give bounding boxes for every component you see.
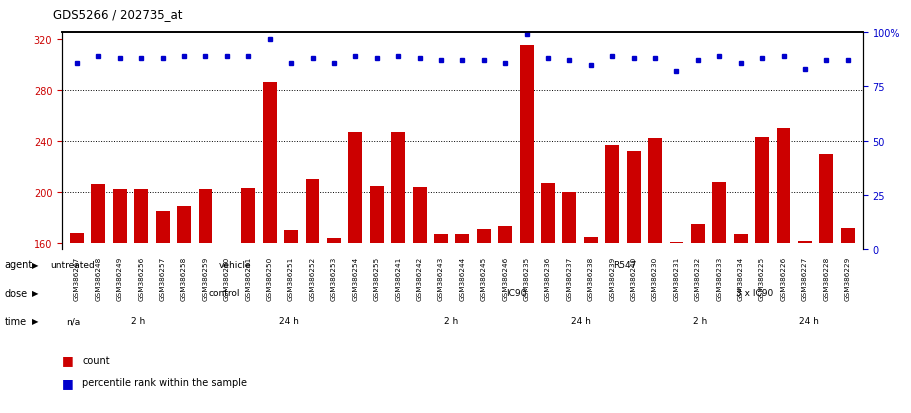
Bar: [455, 235, 469, 244]
Bar: [476, 230, 490, 244]
Bar: [605, 145, 619, 244]
Bar: [113, 190, 127, 244]
Text: ▶: ▶: [32, 288, 38, 297]
Text: dose: dose: [5, 288, 27, 298]
Text: IC90: IC90: [506, 288, 526, 297]
Bar: [348, 133, 362, 244]
Text: 24 h: 24 h: [798, 316, 818, 325]
Text: ▶: ▶: [32, 316, 38, 325]
Bar: [797, 241, 811, 244]
Bar: [327, 238, 341, 244]
Text: n/a: n/a: [66, 316, 80, 325]
Bar: [840, 228, 854, 244]
Bar: [156, 211, 169, 244]
Bar: [540, 183, 555, 244]
Bar: [818, 154, 833, 244]
Bar: [776, 129, 790, 244]
Bar: [241, 189, 255, 244]
Text: untreated: untreated: [50, 260, 95, 269]
Text: R547: R547: [612, 260, 636, 269]
Text: 24 h: 24 h: [279, 316, 299, 325]
Bar: [562, 192, 576, 244]
Text: control: control: [209, 288, 240, 297]
Bar: [134, 190, 148, 244]
Bar: [648, 139, 661, 244]
Bar: [91, 185, 106, 244]
Bar: [754, 138, 768, 244]
Text: count: count: [82, 355, 109, 365]
Bar: [583, 237, 597, 244]
Bar: [369, 186, 384, 244]
Bar: [412, 188, 426, 244]
Bar: [669, 242, 682, 244]
Bar: [497, 227, 512, 244]
Bar: [199, 190, 212, 244]
Text: 2 h: 2 h: [444, 316, 458, 325]
Bar: [262, 83, 276, 244]
Text: GDS5266 / 202735_at: GDS5266 / 202735_at: [53, 8, 182, 21]
Bar: [626, 152, 640, 244]
Bar: [711, 182, 725, 244]
Bar: [733, 235, 747, 244]
Bar: [305, 180, 319, 244]
Bar: [434, 235, 447, 244]
Text: vehicle: vehicle: [219, 260, 251, 269]
Bar: [177, 206, 190, 244]
Text: 24 h: 24 h: [571, 316, 590, 325]
Text: 3 x IC90: 3 x IC90: [735, 288, 773, 297]
Text: 2 h: 2 h: [692, 316, 707, 325]
Bar: [391, 133, 404, 244]
Text: ■: ■: [62, 376, 74, 389]
Bar: [70, 233, 84, 244]
Text: ■: ■: [62, 353, 74, 366]
Text: 2 h: 2 h: [130, 316, 145, 325]
Text: time: time: [5, 316, 26, 326]
Text: agent: agent: [5, 260, 33, 270]
Bar: [519, 46, 533, 244]
Text: percentile rank within the sample: percentile rank within the sample: [82, 377, 247, 387]
Bar: [284, 231, 298, 244]
Bar: [691, 224, 704, 244]
Text: ▶: ▶: [32, 260, 38, 269]
